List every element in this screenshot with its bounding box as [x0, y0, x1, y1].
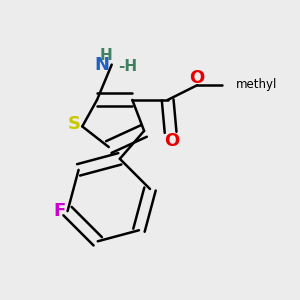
Text: methyl: methyl [236, 78, 278, 91]
Text: O: O [190, 69, 205, 87]
Text: N: N [94, 56, 110, 74]
Text: F: F [53, 202, 65, 220]
Text: S: S [68, 115, 80, 133]
Text: -H: -H [118, 58, 137, 74]
Text: H: H [100, 48, 112, 63]
Text: O: O [164, 132, 180, 150]
